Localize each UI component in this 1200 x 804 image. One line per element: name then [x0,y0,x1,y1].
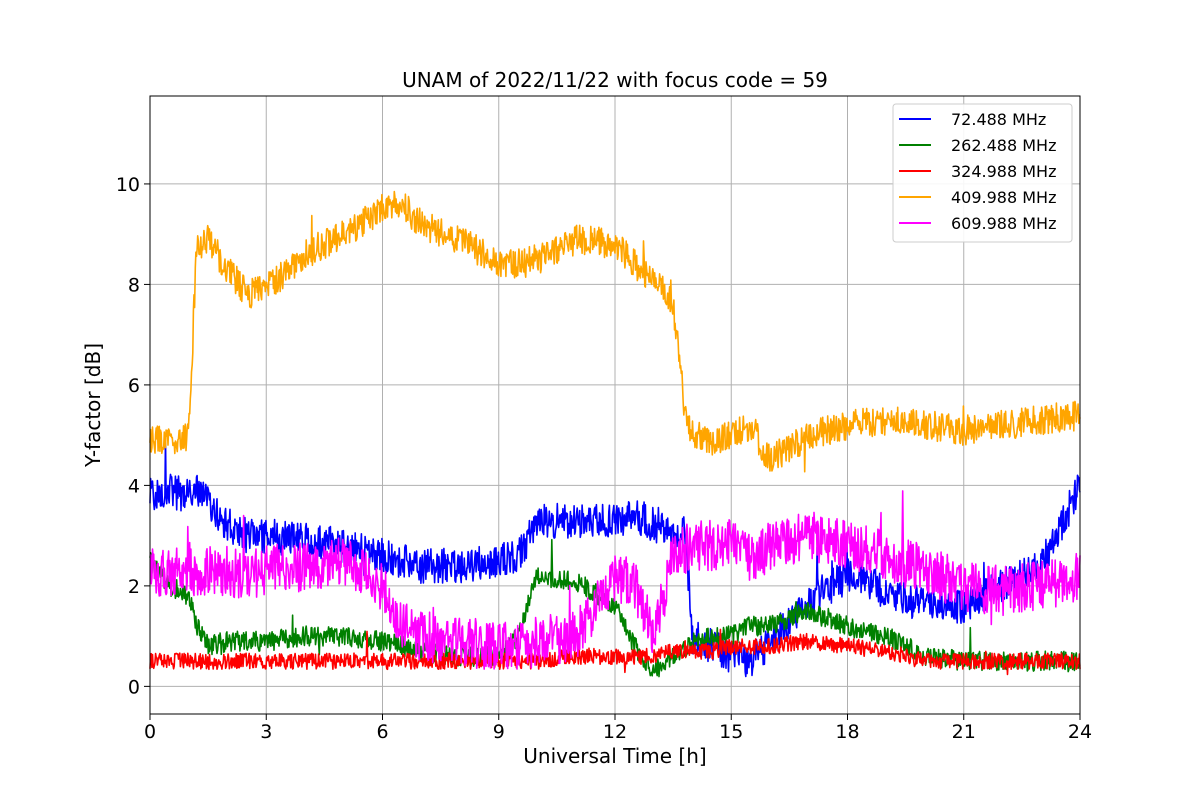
legend: 72.488 MHz 262.488 MHz 324.988 MHz 409.988 … [892,103,1073,243]
series-line [149,190,1081,473]
x-axis-label: Universal Time [h] [523,744,706,768]
legend-entry-label: 324.988 MHz [951,162,1056,181]
y-tick-label: 4 [128,475,140,497]
y-tick-label: 10 [116,174,140,196]
legend-box [892,103,1073,243]
y-axis-label: Y-factor [dB] [81,343,105,468]
legend-entry-label: 262.488 MHz [951,136,1056,155]
legend-entry-label: 609.988 MHz [951,214,1056,233]
y-tick-label: 0 [128,676,140,698]
x-tick-label: 3 [260,721,272,743]
x-tick-label: 18 [835,721,859,743]
series-lines [149,190,1081,678]
chart-title: UNAM of 2022/11/22 with focus code = 59 [402,68,828,92]
y-tick-label: 8 [128,274,140,296]
series-line [149,490,1081,670]
x-tick-label: 0 [144,721,156,743]
x-tick-label: 12 [603,721,627,743]
x-tick-label: 24 [1068,721,1092,743]
series-line [149,436,1081,678]
series-line [149,628,1081,676]
legend-entry-label: 409.988 MHz [951,188,1056,207]
x-tick-label: 21 [952,721,976,743]
x-tick-label: 6 [376,721,388,743]
x-tick-label: 9 [493,721,505,743]
y-tick-label: 6 [128,375,140,397]
y-tick-label: 2 [128,576,140,598]
x-tick-label: 15 [719,721,743,743]
legend-entry-label: 72.488 MHz [951,110,1046,129]
